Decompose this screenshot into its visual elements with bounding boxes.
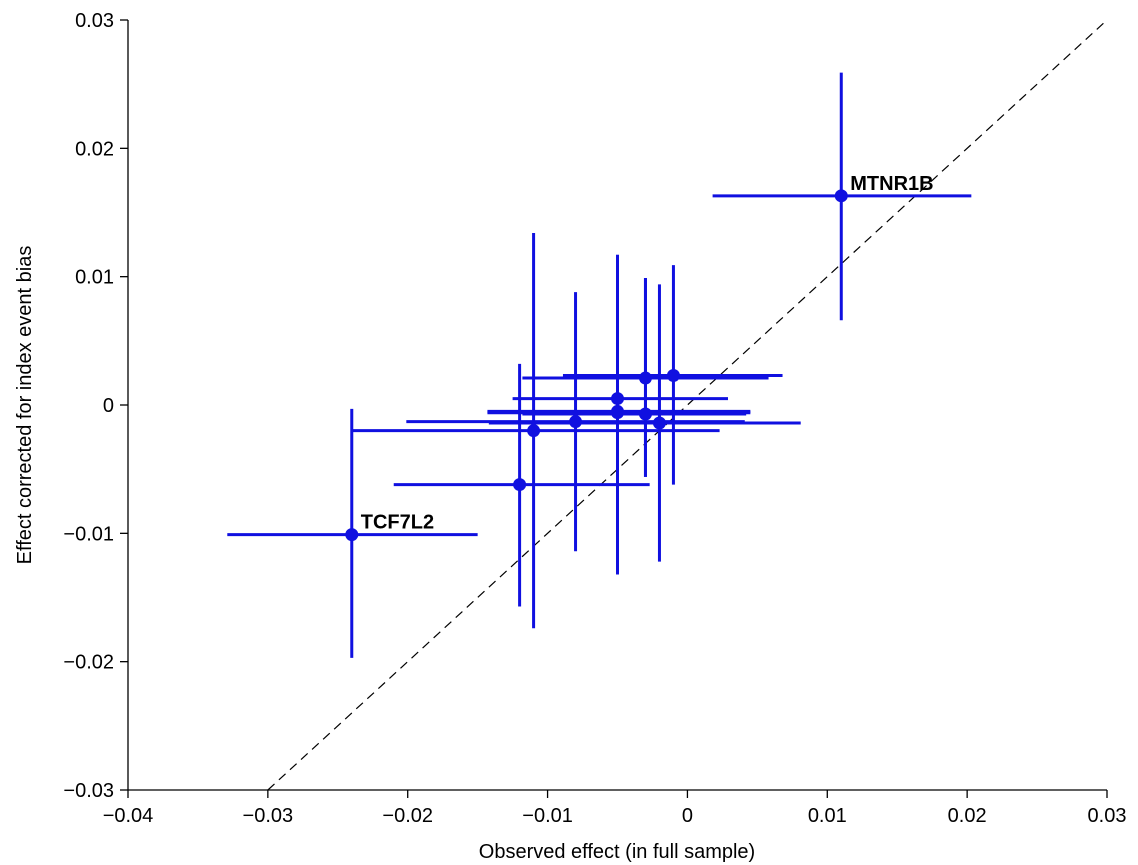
y-tick-label: −0.03	[63, 780, 114, 802]
y-tick-label: −0.02	[63, 652, 114, 674]
x-tick-label: 0.03	[1088, 805, 1127, 827]
data-point-marker	[666, 368, 680, 382]
data-point-marker	[652, 416, 666, 430]
data-point-marker	[834, 189, 848, 203]
y-tick-label: −0.01	[63, 523, 114, 545]
x-tick-label: −0.02	[382, 805, 433, 827]
data-point-group	[562, 265, 783, 485]
point-label-mtnr1b: MTNR1B	[850, 173, 933, 195]
y-axis-title: Effect corrected for index event bias	[14, 246, 36, 565]
data-point-group	[351, 233, 720, 629]
y-tick-label: 0.03	[75, 10, 114, 32]
x-tick-label: 0.01	[808, 805, 847, 827]
data-point-marker	[513, 478, 527, 492]
data-point-marker	[345, 528, 359, 542]
data-point-marker	[638, 407, 652, 421]
y-tick-label: 0.01	[75, 267, 114, 289]
data-point-marker	[527, 424, 541, 438]
data-point-group	[227, 408, 478, 658]
x-axis-title: Observed effect (in full sample)	[479, 841, 755, 863]
x-tick-label: 0	[682, 805, 693, 827]
data-point-group	[522, 277, 747, 477]
x-tick-label: −0.01	[522, 805, 573, 827]
y-tick-label: 0	[103, 395, 114, 417]
reference-line-layer	[267, 19, 1108, 791]
data-point-group	[712, 72, 972, 321]
x-tick-label: −0.03	[243, 805, 294, 827]
series-layer	[227, 72, 972, 658]
tick-layer: −0.04 −0.03 −0.02 −0.01 0 0.01 0.02 0.03 −0.03 −0…	[63, 10, 1126, 827]
point-label-tcf7l2: TCF7L2	[361, 512, 434, 534]
point-label-layer: MTNR1B TCF7L2	[361, 173, 934, 534]
data-point-group	[393, 363, 650, 607]
data-point-marker	[611, 404, 624, 418]
reference-dashed-line	[267, 19, 1108, 791]
x-tick-label: 0.02	[948, 805, 987, 827]
y-tick-label: 0.02	[75, 138, 114, 160]
x-tick-label: −0.04	[103, 805, 154, 827]
